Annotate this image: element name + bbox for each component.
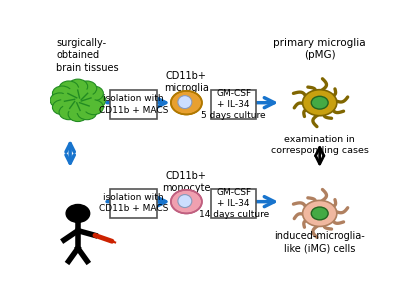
Text: primary microglia
(pMG): primary microglia (pMG) [273, 38, 366, 60]
Text: CD11b+
monocyte: CD11b+ monocyte [162, 171, 211, 193]
Text: GM-CSF
+ IL-34
5 days culture: GM-CSF + IL-34 5 days culture [201, 89, 266, 120]
Text: isolation with
CD11b + MACS: isolation with CD11b + MACS [99, 95, 168, 114]
Circle shape [52, 86, 72, 101]
Circle shape [171, 91, 202, 114]
Circle shape [59, 105, 78, 120]
Circle shape [66, 204, 90, 222]
Circle shape [59, 81, 78, 96]
Circle shape [77, 105, 97, 120]
Circle shape [50, 93, 70, 108]
Text: GM-CSF
+ IL-34
14 days culture: GM-CSF + IL-34 14 days culture [198, 188, 269, 219]
Circle shape [52, 100, 72, 115]
Circle shape [61, 88, 95, 113]
Ellipse shape [178, 95, 192, 109]
Text: isolation with
CD11b + MACS: isolation with CD11b + MACS [99, 193, 168, 214]
Circle shape [311, 207, 328, 220]
Circle shape [77, 81, 97, 96]
Text: examination in
corresponding cases: examination in corresponding cases [271, 135, 369, 155]
FancyBboxPatch shape [211, 90, 256, 119]
Text: CD11b+
microglia: CD11b+ microglia [164, 71, 209, 93]
Circle shape [302, 90, 337, 116]
Circle shape [68, 107, 88, 121]
Text: surgically-
obtained
brain tissues: surgically- obtained brain tissues [56, 38, 119, 73]
FancyBboxPatch shape [211, 189, 256, 218]
Circle shape [302, 200, 337, 226]
FancyBboxPatch shape [110, 189, 157, 218]
Circle shape [68, 79, 88, 94]
Text: induced-microglia-
like (iMG) cells: induced-microglia- like (iMG) cells [274, 231, 365, 253]
FancyBboxPatch shape [110, 90, 157, 119]
Circle shape [84, 86, 103, 101]
Circle shape [84, 100, 103, 115]
Circle shape [171, 190, 202, 214]
Circle shape [311, 96, 328, 109]
Ellipse shape [178, 195, 192, 207]
Circle shape [86, 93, 106, 108]
